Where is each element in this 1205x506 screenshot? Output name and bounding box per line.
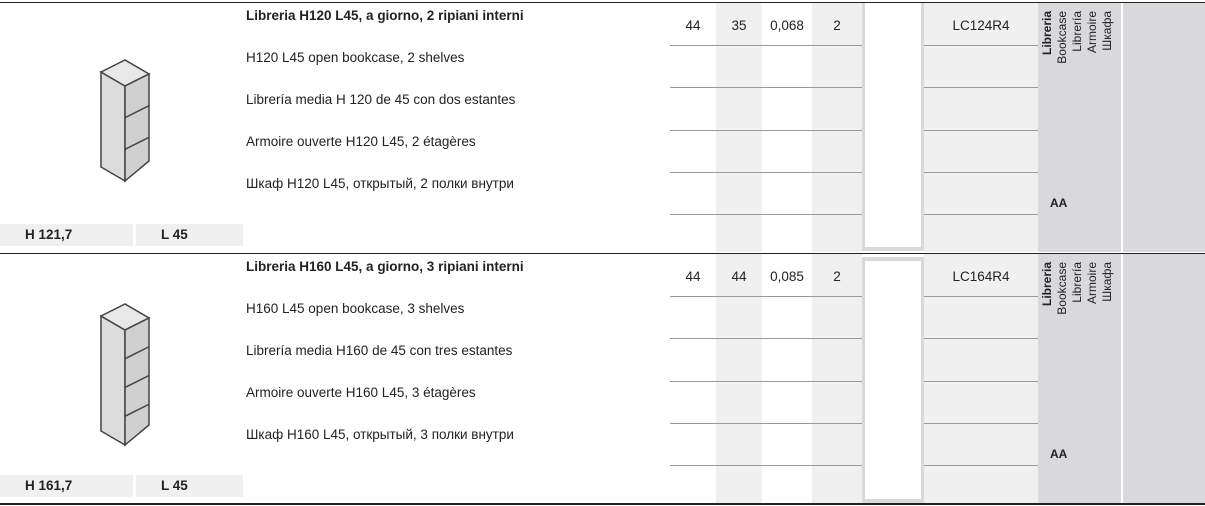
column-shade	[716, 3, 762, 252]
column-shade	[716, 254, 762, 503]
row-divider	[670, 214, 862, 215]
width-label: L 45	[136, 475, 243, 497]
category-label: Bookcase	[1055, 262, 1069, 315]
value-cell: 2	[833, 269, 841, 284]
product-row: Libreria H120 L45, a giorno, 2 ripiani i…	[0, 2, 1205, 252]
finish-code: AA	[1050, 447, 1068, 461]
row-divider	[670, 338, 862, 339]
finish-code: AA	[1050, 196, 1068, 210]
code-column	[924, 254, 1038, 503]
width-label: L 45	[136, 224, 243, 246]
product-code: LC164R4	[952, 269, 1010, 284]
row-divider	[924, 130, 1038, 131]
value-cell: 44	[731, 269, 747, 284]
product-description: H160 L45 open bookcase, 3 shelves	[246, 301, 465, 316]
value-cell: 2	[833, 18, 841, 33]
product-description: Шкаф H160 L45, открытый, 3 полки внутри	[246, 427, 514, 442]
product-description: Librería media H 120 de 45 con dos estan…	[246, 92, 516, 107]
product-description: Armoire ouverte H160 L45, 3 étagères	[246, 385, 476, 400]
row-divider	[670, 130, 862, 131]
row-divider	[670, 87, 862, 88]
product-code: LC124R4	[952, 18, 1010, 33]
category-label: Bookcase	[1055, 11, 1069, 64]
code-column	[924, 3, 1038, 252]
row-divider	[670, 45, 862, 46]
row-divider	[924, 381, 1038, 382]
bottom-rule	[0, 503, 1205, 505]
price-box-inner	[865, 261, 921, 499]
product-row: Libreria H160 L45, a giorno, 3 ripiani i…	[0, 253, 1205, 503]
row-divider	[670, 381, 862, 382]
value-cell: 0,068	[770, 18, 804, 33]
height-label: H 161,7	[0, 475, 133, 497]
product-description: Armoire ouverte H120 L45, 2 étagères	[246, 134, 476, 149]
product-description: Librería media H160 de 45 con tres estan…	[246, 343, 513, 358]
row-divider	[670, 465, 862, 466]
extra-column	[1123, 254, 1205, 503]
product-description: H120 L45 open bookcase, 2 shelves	[246, 50, 465, 65]
bookcase-icon	[99, 303, 151, 447]
value-cell: 44	[685, 269, 701, 284]
row-divider	[924, 296, 1038, 297]
category-label: Libreria	[1040, 262, 1054, 307]
category-label: Armoire	[1085, 11, 1099, 54]
price-box	[862, 257, 924, 503]
row-divider	[670, 423, 862, 424]
product-title: Libreria H160 L45, a giorno, 3 ripiani i…	[246, 259, 524, 274]
category-column	[1038, 254, 1121, 503]
category-column	[1038, 3, 1121, 252]
category-label: Шкафа	[1100, 11, 1114, 51]
price-box	[862, 3, 924, 251]
category-label: Libreria	[1040, 11, 1054, 56]
category-label: Librería	[1070, 262, 1084, 303]
row-divider	[924, 45, 1038, 46]
row-divider	[924, 214, 1038, 215]
height-label: H 121,7	[0, 224, 133, 246]
row-divider	[924, 423, 1038, 424]
column-shade	[812, 254, 862, 503]
price-box-inner	[865, 3, 921, 247]
value-cell: 0,085	[770, 269, 804, 284]
category-label: Armoire	[1085, 262, 1099, 305]
row-divider	[924, 338, 1038, 339]
category-label: Librería	[1070, 11, 1084, 52]
row-divider	[670, 296, 862, 297]
product-title: Libreria H120 L45, a giorno, 2 ripiani i…	[246, 8, 524, 23]
column-shade	[812, 3, 862, 252]
row-divider	[670, 172, 862, 173]
value-cell: 44	[685, 18, 701, 33]
row-divider	[924, 172, 1038, 173]
row-divider	[924, 465, 1038, 466]
bookcase-icon	[99, 59, 151, 183]
category-label: Шкафа	[1100, 262, 1114, 302]
row-divider	[924, 87, 1038, 88]
product-description: Шкаф H120 L45, открытый, 2 полки внутри	[246, 176, 514, 191]
value-cell: 35	[731, 18, 747, 33]
extra-column	[1123, 3, 1205, 252]
